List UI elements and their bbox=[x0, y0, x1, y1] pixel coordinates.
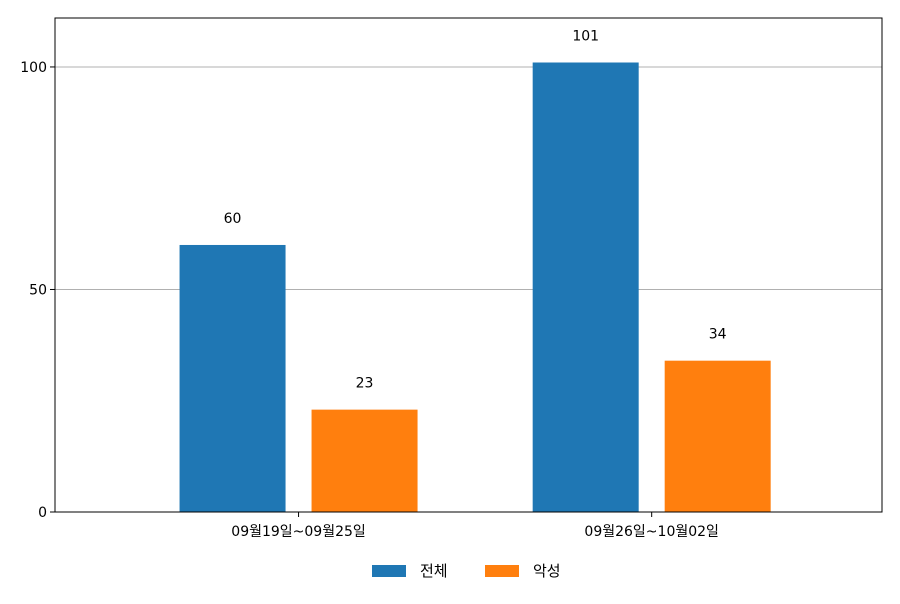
legend-swatch bbox=[485, 565, 519, 577]
legend-swatch bbox=[372, 565, 406, 577]
data-label: 34 bbox=[709, 327, 727, 343]
y-tick-label: 100 bbox=[20, 60, 47, 76]
legend-label: 전체 bbox=[420, 562, 448, 580]
bar bbox=[179, 244, 286, 513]
bars bbox=[179, 62, 771, 513]
data-label: 60 bbox=[224, 211, 242, 227]
data-label: 23 bbox=[356, 376, 374, 392]
bar bbox=[664, 360, 771, 512]
y-tick-label: 50 bbox=[29, 282, 47, 298]
data-label: 101 bbox=[572, 29, 599, 45]
y-tick-label: 0 bbox=[38, 505, 47, 521]
legend-item: 전체 bbox=[372, 562, 448, 580]
bar bbox=[532, 62, 639, 512]
legend-label: 악성 bbox=[533, 562, 561, 580]
plot-frame bbox=[54, 17, 883, 513]
x-tick-label: 09월26일~10월02일 bbox=[584, 524, 719, 540]
bar bbox=[311, 409, 418, 512]
gridlines bbox=[55, 66, 882, 290]
y-axis-ticks: 0 50 100 bbox=[20, 60, 55, 521]
legend: 전체 악성 bbox=[372, 562, 561, 580]
data-labels: 60 23 101 34 bbox=[224, 29, 727, 392]
x-axis-ticks: 09월19일~09월25일 09월26일~10월02일 bbox=[231, 512, 719, 540]
legend-item: 악성 bbox=[485, 562, 561, 580]
x-tick-label: 09월19일~09월25일 bbox=[231, 524, 366, 540]
